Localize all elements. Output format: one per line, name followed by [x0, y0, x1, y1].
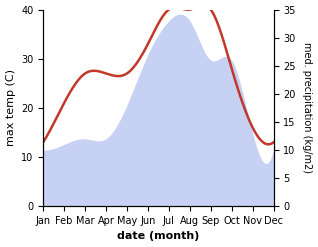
X-axis label: date (month): date (month): [117, 231, 200, 242]
Y-axis label: med. precipitation (kg/m2): med. precipitation (kg/m2): [302, 42, 313, 173]
Y-axis label: max temp (C): max temp (C): [5, 69, 16, 146]
